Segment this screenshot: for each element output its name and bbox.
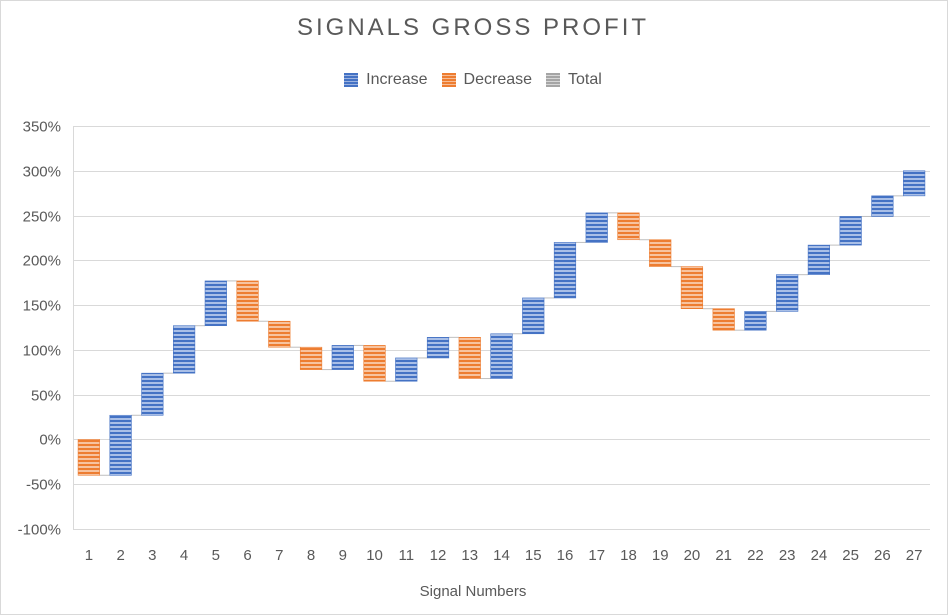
x-tick-label: 17 bbox=[588, 547, 605, 564]
x-tick-label: 13 bbox=[461, 547, 478, 564]
x-tick-label: 6 bbox=[243, 547, 251, 564]
y-tick-label: 50% bbox=[31, 388, 61, 405]
waterfall-bar bbox=[77, 439, 100, 476]
waterfall-bar bbox=[776, 274, 799, 312]
x-tick-label: 3 bbox=[148, 547, 156, 564]
legend-swatch-increase bbox=[344, 73, 359, 87]
waterfall-bar bbox=[236, 280, 259, 322]
x-tick-label: 27 bbox=[906, 547, 923, 564]
legend-label-total: Total bbox=[568, 71, 602, 88]
waterfall-bar bbox=[395, 357, 418, 382]
waterfall-bar bbox=[141, 372, 164, 416]
waterfall-bar bbox=[522, 297, 545, 335]
waterfall-bar bbox=[268, 320, 291, 348]
waterfall-bar bbox=[712, 308, 735, 331]
x-tick-label: 11 bbox=[398, 547, 414, 564]
x-tick-label: 20 bbox=[684, 547, 701, 564]
y-tick-label: 0% bbox=[39, 432, 61, 449]
chart-title: SIGNALS GROSS PROFIT bbox=[296, 14, 650, 41]
x-tick-label: 24 bbox=[811, 547, 828, 564]
waterfall-bar bbox=[490, 333, 513, 379]
y-tick-label: -100% bbox=[18, 522, 61, 539]
waterfall-bar bbox=[173, 325, 196, 374]
x-tick-label: 10 bbox=[366, 547, 383, 564]
x-tick-label: 16 bbox=[557, 547, 574, 564]
waterfall-bar bbox=[871, 195, 894, 217]
x-tick-label: 22 bbox=[747, 547, 764, 564]
x-tick-label: 15 bbox=[525, 547, 542, 564]
y-tick-label: 350% bbox=[23, 119, 61, 136]
waterfall-bar bbox=[363, 345, 386, 382]
waterfall-bar bbox=[299, 346, 323, 370]
x-tick-label: 4 bbox=[180, 547, 188, 564]
waterfall-bar bbox=[680, 266, 704, 309]
x-tick-label: 5 bbox=[212, 547, 220, 564]
x-tick-label: 12 bbox=[430, 547, 447, 564]
legend-item-decrease: Decrease bbox=[441, 71, 533, 89]
waterfall-bar bbox=[426, 337, 450, 359]
x-axis-label: Signal Numbers bbox=[419, 583, 527, 600]
legend-item-total: Total bbox=[546, 71, 602, 89]
y-tick-label: 150% bbox=[23, 298, 61, 315]
waterfall-bar bbox=[807, 244, 830, 275]
y-tick-label: 100% bbox=[23, 343, 61, 360]
waterfall-bar bbox=[744, 311, 767, 331]
waterfall-bar bbox=[617, 212, 640, 241]
chart-legend: Increase Decrease Total bbox=[0, 71, 946, 89]
legend-label-decrease: Decrease bbox=[463, 71, 533, 88]
legend-item-increase: Increase bbox=[344, 71, 428, 89]
waterfall-bar bbox=[109, 414, 132, 476]
waterfall-bar bbox=[553, 242, 577, 299]
x-tick-label: 19 bbox=[652, 547, 669, 564]
x-tick-label: 14 bbox=[493, 547, 510, 564]
legend-swatch-total bbox=[546, 73, 561, 87]
x-tick-label: 9 bbox=[339, 547, 347, 564]
y-tick-label: 200% bbox=[23, 253, 61, 270]
waterfall-bar bbox=[903, 170, 926, 197]
waterfall-bar bbox=[331, 345, 354, 370]
waterfall-bar bbox=[839, 216, 862, 246]
waterfall-bar bbox=[585, 212, 608, 243]
x-tick-label: 26 bbox=[874, 547, 891, 564]
y-tick-label: -50% bbox=[26, 477, 61, 494]
x-tick-label: 18 bbox=[620, 547, 637, 564]
x-tick-label: 23 bbox=[779, 547, 796, 564]
legend-swatch-decrease bbox=[441, 73, 456, 87]
waterfall-bar bbox=[204, 280, 227, 327]
y-tick-label: 250% bbox=[23, 209, 61, 226]
x-tick-label: 2 bbox=[116, 547, 124, 564]
x-tick-label: 7 bbox=[275, 547, 283, 564]
waterfall-bar bbox=[458, 337, 481, 379]
x-tick-label: 1 bbox=[85, 547, 93, 564]
legend-label-increase: Increase bbox=[366, 71, 428, 88]
x-tick-label: 25 bbox=[842, 547, 859, 564]
x-tick-label: 21 bbox=[715, 547, 732, 564]
waterfall-bar bbox=[649, 239, 672, 267]
x-tick-label: 8 bbox=[307, 547, 315, 564]
y-tick-label: 300% bbox=[23, 164, 61, 181]
